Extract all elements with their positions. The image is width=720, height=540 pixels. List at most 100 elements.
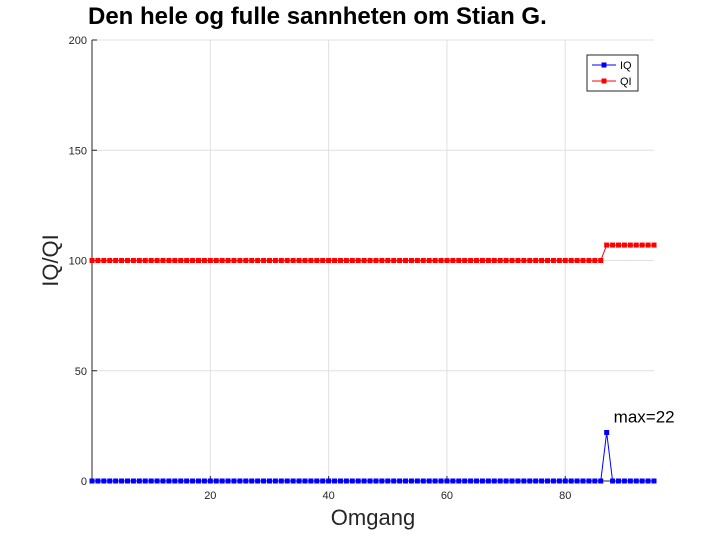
data-point-qi	[621, 242, 627, 248]
data-point-iq	[255, 478, 261, 484]
y-tick-label: 0	[81, 476, 87, 488]
data-point-iq	[521, 478, 527, 484]
data-point-qi	[237, 258, 243, 263]
data-point-iq	[373, 478, 379, 484]
data-point-iq	[533, 478, 539, 484]
data-point-iq	[160, 478, 166, 484]
y-axis-title: IQ/QI	[38, 234, 63, 287]
data-point-iq	[509, 478, 515, 484]
data-point-iq	[89, 478, 95, 484]
data-point-qi	[545, 258, 551, 263]
data-point-qi	[539, 258, 545, 263]
data-point-qi	[320, 258, 326, 263]
data-point-qi	[207, 258, 213, 263]
data-point-iq	[166, 478, 172, 484]
data-point-qi	[627, 242, 633, 248]
data-point-qi	[266, 258, 272, 263]
data-point-qi	[633, 242, 639, 248]
data-point-iq	[562, 478, 568, 484]
data-point-qi	[580, 258, 586, 263]
data-point-qi	[255, 258, 261, 263]
data-point-iq	[261, 478, 267, 484]
data-point-qi	[651, 242, 657, 248]
x-tick-label: 40	[323, 490, 335, 502]
data-point-qi	[314, 258, 320, 263]
data-point-iq	[527, 478, 533, 484]
data-point-iq	[468, 478, 474, 484]
data-point-iq	[491, 478, 497, 484]
data-point-iq	[284, 478, 290, 484]
data-point-iq	[219, 478, 225, 484]
data-point-qi	[426, 258, 432, 263]
data-point-iq	[485, 478, 491, 484]
data-point-iq	[639, 478, 645, 484]
legend-marker-qi	[601, 78, 607, 84]
data-point-iq	[107, 478, 113, 484]
data-point-qi	[586, 258, 592, 263]
data-point-qi	[225, 258, 231, 263]
data-point-qi	[645, 242, 651, 248]
data-point-qi	[178, 258, 184, 263]
data-point-qi	[550, 258, 556, 263]
data-point-iq	[314, 478, 320, 484]
data-point-qi	[574, 258, 580, 263]
data-point-qi	[485, 258, 491, 263]
data-point-qi	[521, 258, 527, 263]
data-point-qi	[562, 258, 568, 263]
data-point-iq	[201, 478, 207, 484]
data-point-qi	[184, 258, 190, 263]
data-point-iq	[580, 478, 586, 484]
data-point-qi	[385, 258, 391, 263]
data-point-iq	[438, 478, 444, 484]
data-point-iq	[349, 478, 355, 484]
data-point-iq	[172, 478, 178, 484]
data-point-iq	[379, 478, 385, 484]
data-point-iq	[343, 478, 349, 484]
data-point-iq	[243, 478, 249, 484]
data-point-qi	[373, 258, 379, 263]
data-point-iq	[296, 478, 302, 484]
data-point-iq	[539, 478, 545, 484]
data-point-qi	[515, 258, 521, 263]
series-layer	[89, 242, 657, 484]
data-point-iq	[651, 478, 657, 484]
data-point-qi	[343, 258, 349, 263]
legend-box	[586, 54, 639, 92]
data-point-iq	[225, 478, 231, 484]
data-point-iq	[337, 478, 343, 484]
data-point-iq	[237, 478, 243, 484]
data-point-qi	[639, 242, 645, 248]
data-point-qi	[556, 258, 562, 263]
data-point-qi	[610, 242, 616, 248]
data-point-iq	[568, 478, 574, 484]
data-point-iq	[249, 478, 255, 484]
data-point-qi	[533, 258, 539, 263]
data-point-qi	[290, 258, 296, 263]
data-point-qi	[332, 258, 338, 263]
data-point-iq	[355, 478, 361, 484]
data-point-iq	[124, 478, 130, 484]
data-point-iq	[497, 478, 503, 484]
data-point-iq	[266, 478, 272, 484]
data-point-iq	[367, 478, 373, 484]
data-point-iq	[627, 478, 633, 484]
data-point-qi	[148, 258, 154, 263]
data-point-qi	[308, 258, 314, 263]
data-point-iq	[101, 478, 107, 484]
data-point-iq	[432, 478, 438, 484]
data-point-iq	[556, 478, 562, 484]
data-point-iq	[586, 478, 592, 484]
data-point-iq	[444, 478, 450, 484]
data-point-qi	[479, 258, 485, 263]
data-point-qi	[616, 242, 622, 248]
data-point-qi	[249, 258, 255, 263]
data-point-iq	[645, 478, 651, 484]
data-point-iq	[130, 478, 136, 484]
data-point-iq	[332, 478, 338, 484]
data-point-iq	[184, 478, 190, 484]
data-point-iq	[190, 478, 196, 484]
data-point-qi	[195, 258, 201, 263]
y-tick-label: 200	[69, 35, 87, 47]
data-point-qi	[107, 258, 113, 263]
data-point-iq	[592, 478, 598, 484]
